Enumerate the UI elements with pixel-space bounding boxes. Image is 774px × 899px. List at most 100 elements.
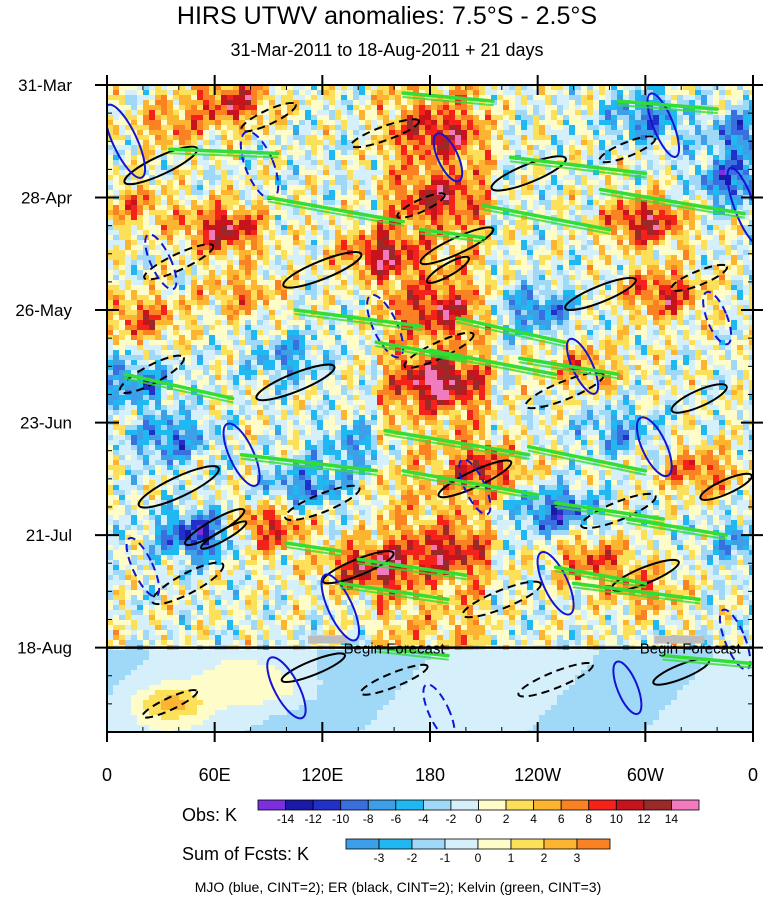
anomaly-cell bbox=[701, 215, 708, 221]
anomaly-cell bbox=[317, 180, 324, 186]
anomaly-cell bbox=[479, 85, 486, 91]
anomaly-cell bbox=[659, 270, 666, 276]
anomaly-cell bbox=[515, 150, 522, 156]
anomaly-cell bbox=[161, 210, 168, 216]
anomaly-cell bbox=[299, 255, 306, 261]
anomaly-cell bbox=[749, 280, 753, 286]
anomaly-cell bbox=[689, 205, 696, 211]
anomaly-cell bbox=[245, 230, 252, 236]
anomaly-cell bbox=[197, 130, 204, 136]
anomaly-cell bbox=[485, 115, 492, 121]
anomaly-cell bbox=[497, 180, 504, 186]
anomaly-cell bbox=[311, 165, 318, 171]
anomaly-cell bbox=[179, 175, 186, 181]
anomaly-cell bbox=[689, 280, 696, 286]
anomaly-cell bbox=[257, 315, 264, 321]
anomaly-cell bbox=[257, 85, 264, 91]
anomaly-cell bbox=[665, 95, 672, 101]
anomaly-cell bbox=[239, 165, 246, 171]
anomaly-cell bbox=[731, 85, 738, 91]
anomaly-cell bbox=[329, 240, 336, 246]
anomaly-cell bbox=[155, 140, 162, 146]
anomaly-cell bbox=[611, 100, 618, 106]
anomaly-cell bbox=[371, 305, 378, 311]
anomaly-cell bbox=[545, 200, 552, 206]
anomaly-cell bbox=[131, 265, 138, 271]
anomaly-cell bbox=[131, 170, 138, 176]
anomaly-cell bbox=[491, 290, 498, 296]
anomaly-cell bbox=[233, 165, 240, 171]
anomaly-cell bbox=[311, 235, 318, 241]
anomaly-cell bbox=[491, 270, 498, 276]
anomaly-cell bbox=[281, 245, 288, 251]
anomaly-cell bbox=[467, 125, 474, 131]
anomaly-cell bbox=[407, 120, 414, 126]
anomaly-cell bbox=[497, 255, 504, 261]
anomaly-cell bbox=[419, 295, 426, 301]
anomaly-cell bbox=[425, 165, 432, 171]
anomaly-cell bbox=[617, 200, 624, 206]
anomaly-cell bbox=[161, 145, 168, 151]
anomaly-cell bbox=[341, 140, 348, 146]
anomaly-cell bbox=[557, 170, 564, 176]
anomaly-cell bbox=[287, 275, 294, 281]
anomaly-cell bbox=[659, 285, 666, 291]
anomaly-cell bbox=[197, 150, 204, 156]
anomaly-cell bbox=[203, 245, 210, 251]
anomaly-cell bbox=[353, 85, 360, 91]
anomaly-cell bbox=[635, 145, 642, 151]
anomaly-cell bbox=[203, 285, 210, 291]
anomaly-cell bbox=[725, 165, 732, 171]
anomaly-cell bbox=[371, 285, 378, 291]
anomaly-cell bbox=[323, 190, 330, 196]
anomaly-cell bbox=[485, 230, 492, 236]
anomaly-cell bbox=[149, 280, 156, 286]
anomaly-cell bbox=[143, 155, 150, 161]
anomaly-cell bbox=[737, 290, 744, 296]
anomaly-cell bbox=[341, 275, 348, 281]
anomaly-cell bbox=[137, 200, 144, 206]
anomaly-cell bbox=[479, 260, 486, 266]
anomaly-cell bbox=[155, 315, 162, 321]
anomaly-cell bbox=[347, 230, 354, 236]
anomaly-cell bbox=[221, 90, 228, 96]
anomaly-cell bbox=[611, 130, 618, 136]
anomaly-cell bbox=[227, 110, 234, 116]
anomaly-cell bbox=[725, 110, 732, 116]
anomaly-cell bbox=[155, 155, 162, 161]
anomaly-cell bbox=[221, 120, 228, 126]
anomaly-cell bbox=[539, 115, 546, 121]
anomaly-cell bbox=[713, 230, 720, 236]
anomaly-cell bbox=[221, 280, 228, 286]
anomaly-cell bbox=[191, 220, 198, 226]
anomaly-cell bbox=[611, 260, 618, 266]
anomaly-cell bbox=[335, 215, 342, 221]
anomaly-cell bbox=[533, 180, 540, 186]
anomaly-cell bbox=[563, 300, 570, 306]
anomaly-cell bbox=[389, 180, 396, 186]
anomaly-cell bbox=[467, 230, 474, 236]
anomaly-cell bbox=[461, 145, 468, 151]
anomaly-cell bbox=[461, 85, 468, 91]
anomaly-cell bbox=[293, 95, 300, 101]
anomaly-cell bbox=[431, 205, 438, 211]
anomaly-cell bbox=[359, 135, 366, 141]
anomaly-cell bbox=[491, 220, 498, 226]
anomaly-cell bbox=[719, 235, 726, 241]
anomaly-cell bbox=[293, 170, 300, 176]
anomaly-cell bbox=[353, 310, 360, 316]
anomaly-cell bbox=[551, 235, 558, 241]
anomaly-cell bbox=[581, 285, 588, 291]
anomaly-cell bbox=[401, 125, 408, 131]
anomaly-cell bbox=[191, 265, 198, 271]
anomaly-cell bbox=[713, 250, 720, 256]
anomaly-cell bbox=[557, 220, 564, 226]
anomaly-cell bbox=[743, 135, 750, 141]
anomaly-cell bbox=[203, 155, 210, 161]
anomaly-cell bbox=[587, 275, 594, 281]
anomaly-cell bbox=[287, 150, 294, 156]
anomaly-cell bbox=[161, 205, 168, 211]
anomaly-cell bbox=[161, 155, 168, 161]
anomaly-cell bbox=[119, 135, 126, 141]
anomaly-cell bbox=[197, 205, 204, 211]
